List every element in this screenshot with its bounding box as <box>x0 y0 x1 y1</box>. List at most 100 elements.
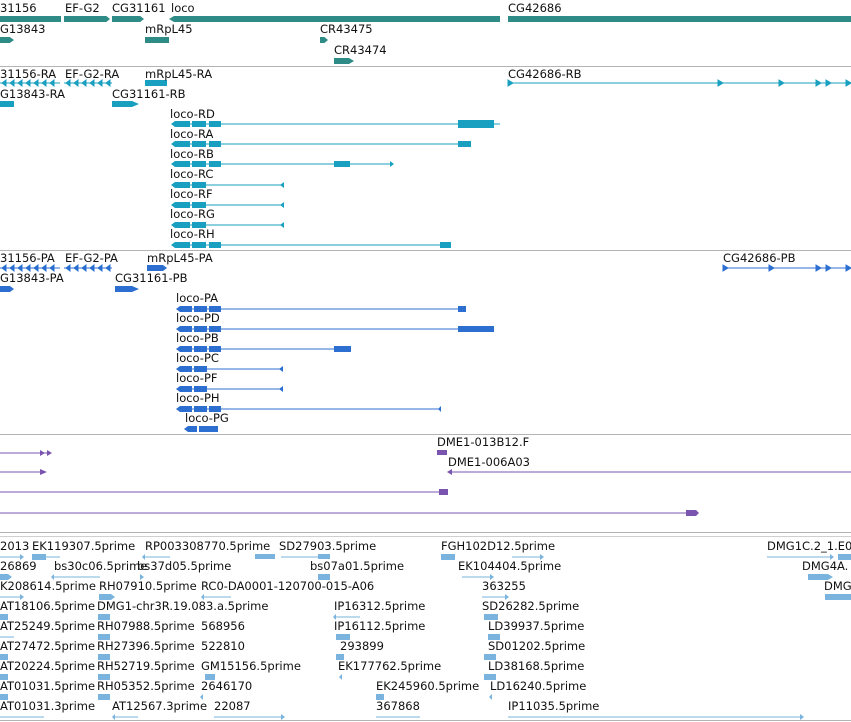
clone-row-4 <box>0 510 699 516</box>
est-label: FGH102D12.5prime <box>441 539 556 553</box>
protein-loco-pg <box>184 426 218 432</box>
gene-loco-bar[interactable] <box>169 16 500 22</box>
est-track: 2013 EK119307.5prime RP003308770.5prime … <box>0 537 851 722</box>
est-label: RP003308770.5prime <box>145 539 271 553</box>
transcript-label: loco-RH <box>170 227 215 241</box>
protein-label: CG42686-PB <box>723 251 796 265</box>
transcript-31156-ra <box>0 79 60 87</box>
transcript-loco-rc <box>171 182 284 188</box>
transcript-label: loco-RF <box>170 187 213 201</box>
transcript-cg42686-rb <box>507 79 851 87</box>
est-label: LD16240.5prime <box>490 679 587 693</box>
protein-label: G13843-PA <box>0 271 64 285</box>
clone-label: DME1-013B12.F <box>437 435 530 449</box>
protein-features[interactable] <box>0 251 851 434</box>
est-label: GM15156.5prime <box>201 659 301 673</box>
clone-features[interactable] <box>0 435 851 532</box>
gene-label: EF-G2 <box>65 1 100 15</box>
est-label: DMG <box>824 579 851 593</box>
transcript-mrpl45-ra <box>145 80 167 86</box>
protein-loco-pb <box>176 346 351 352</box>
gene-cr43475-bar[interactable] <box>320 37 328 43</box>
clone-dme1-013b12-f-bar <box>437 450 447 455</box>
gene-label: CR43475 <box>320 22 373 36</box>
est-label: LD38168.5prime <box>488 659 585 673</box>
protein-label: loco-PA <box>176 291 219 305</box>
track-separator <box>0 536 851 537</box>
est-label: AT01031.3prime <box>0 699 96 713</box>
transcript-loco-rf <box>171 202 284 208</box>
clone-row-1 <box>0 450 52 456</box>
est-label: bs07a01.5prime <box>310 559 405 573</box>
transcript-loco-ra <box>171 141 471 147</box>
est-label: DMG1-chr3R.19.083.a.5prime <box>97 599 269 613</box>
protein-mrpl45-pa <box>147 265 167 271</box>
transcript-features[interactable] <box>0 67 851 250</box>
est-label: SD01202.5prime <box>488 639 586 653</box>
est-label: EK119307.5prime <box>32 539 136 553</box>
est-label: SD27903.5prime <box>279 539 377 553</box>
est-label: AT18106.5prime <box>0 599 96 613</box>
transcript-label: loco-RB <box>170 147 214 161</box>
est-label: 22087 <box>214 699 251 713</box>
gene-label: CG42686 <box>508 1 562 15</box>
est-label: RH05352.5prime <box>97 679 195 693</box>
protein-ef-g2-pa <box>64 264 112 272</box>
gene-label: CG31161 <box>112 1 166 15</box>
est-label: AT12567.3prime <box>112 699 208 713</box>
protein-label: mRpL45-PA <box>147 251 213 265</box>
transcript-label: CG42686-RB <box>508 67 582 81</box>
clone-track: DME1-013B12.F DME1-006A03 <box>0 435 851 532</box>
est-label: RC0-DA0001-120700-015-A06 <box>201 579 375 593</box>
transcript-g13843-ra <box>0 101 14 107</box>
est-label: AT25249.5prime <box>0 619 96 633</box>
gene-cr43474-bar[interactable] <box>334 58 354 64</box>
gene-ef-g2-bar[interactable] <box>64 16 110 22</box>
track-separator <box>0 720 851 721</box>
est-label: AT20224.5prime <box>0 659 96 673</box>
gene-label: loco <box>171 1 195 15</box>
clone-dme1-006a03-line <box>447 469 851 475</box>
est-label: RH52719.5prime <box>97 659 195 673</box>
est-label: DMG1C.2_1.E0 <box>767 539 851 553</box>
track-separator <box>0 250 851 251</box>
gene-cg42686-bar[interactable] <box>508 16 851 22</box>
est-label: K208614.5prime <box>0 579 96 593</box>
transcript-loco-rb <box>171 161 394 167</box>
gene-g13843-bar[interactable] <box>0 37 14 43</box>
protein-label: EF-G2-PA <box>65 251 118 265</box>
est-label: IP16112.5prime <box>334 619 426 633</box>
track-separator <box>0 532 851 533</box>
est-label: IP11035.5prime <box>508 699 600 713</box>
gene-cg31161-bar[interactable] <box>112 16 144 22</box>
clone-row-3 <box>0 489 448 495</box>
est-label: SD26282.5prime <box>482 599 580 613</box>
transcript-label: mRpL45-RA <box>145 67 213 81</box>
clone-row-2 <box>0 469 47 475</box>
protein-g13843-pa <box>0 286 14 292</box>
est-label: AT27472.5prime <box>0 639 96 653</box>
protein-label: loco-PC <box>176 351 219 365</box>
gene-31156-bar[interactable] <box>0 16 61 22</box>
transcript-label: EF-G2-RA <box>65 67 120 81</box>
transcript-loco-rg <box>171 222 284 228</box>
protein-label: loco-PB <box>176 331 219 345</box>
est-label: LD39937.5prime <box>488 619 585 633</box>
gene-label: mRpL45 <box>145 22 193 36</box>
est-label: DMG4A. <box>802 559 849 573</box>
gene-mrpl45-bar[interactable] <box>145 37 169 43</box>
est-label: 293899 <box>340 639 384 653</box>
est-label: RH07910.5prime <box>99 579 197 593</box>
transcript-cg31161-rb <box>112 101 139 107</box>
protein-loco-pd <box>176 326 494 332</box>
transcript-label: loco-RC <box>170 167 214 181</box>
transcript-label: loco-RD <box>170 107 215 121</box>
protein-label: loco-PH <box>176 391 220 405</box>
transcript-label: 31156-RA <box>0 67 57 81</box>
est-label: 522810 <box>201 639 245 653</box>
est-label: 2646170 <box>201 679 253 693</box>
protein-loco-ph <box>176 406 441 412</box>
est-features[interactable] <box>0 537 851 722</box>
est-label: RH27396.5prime <box>97 639 195 653</box>
